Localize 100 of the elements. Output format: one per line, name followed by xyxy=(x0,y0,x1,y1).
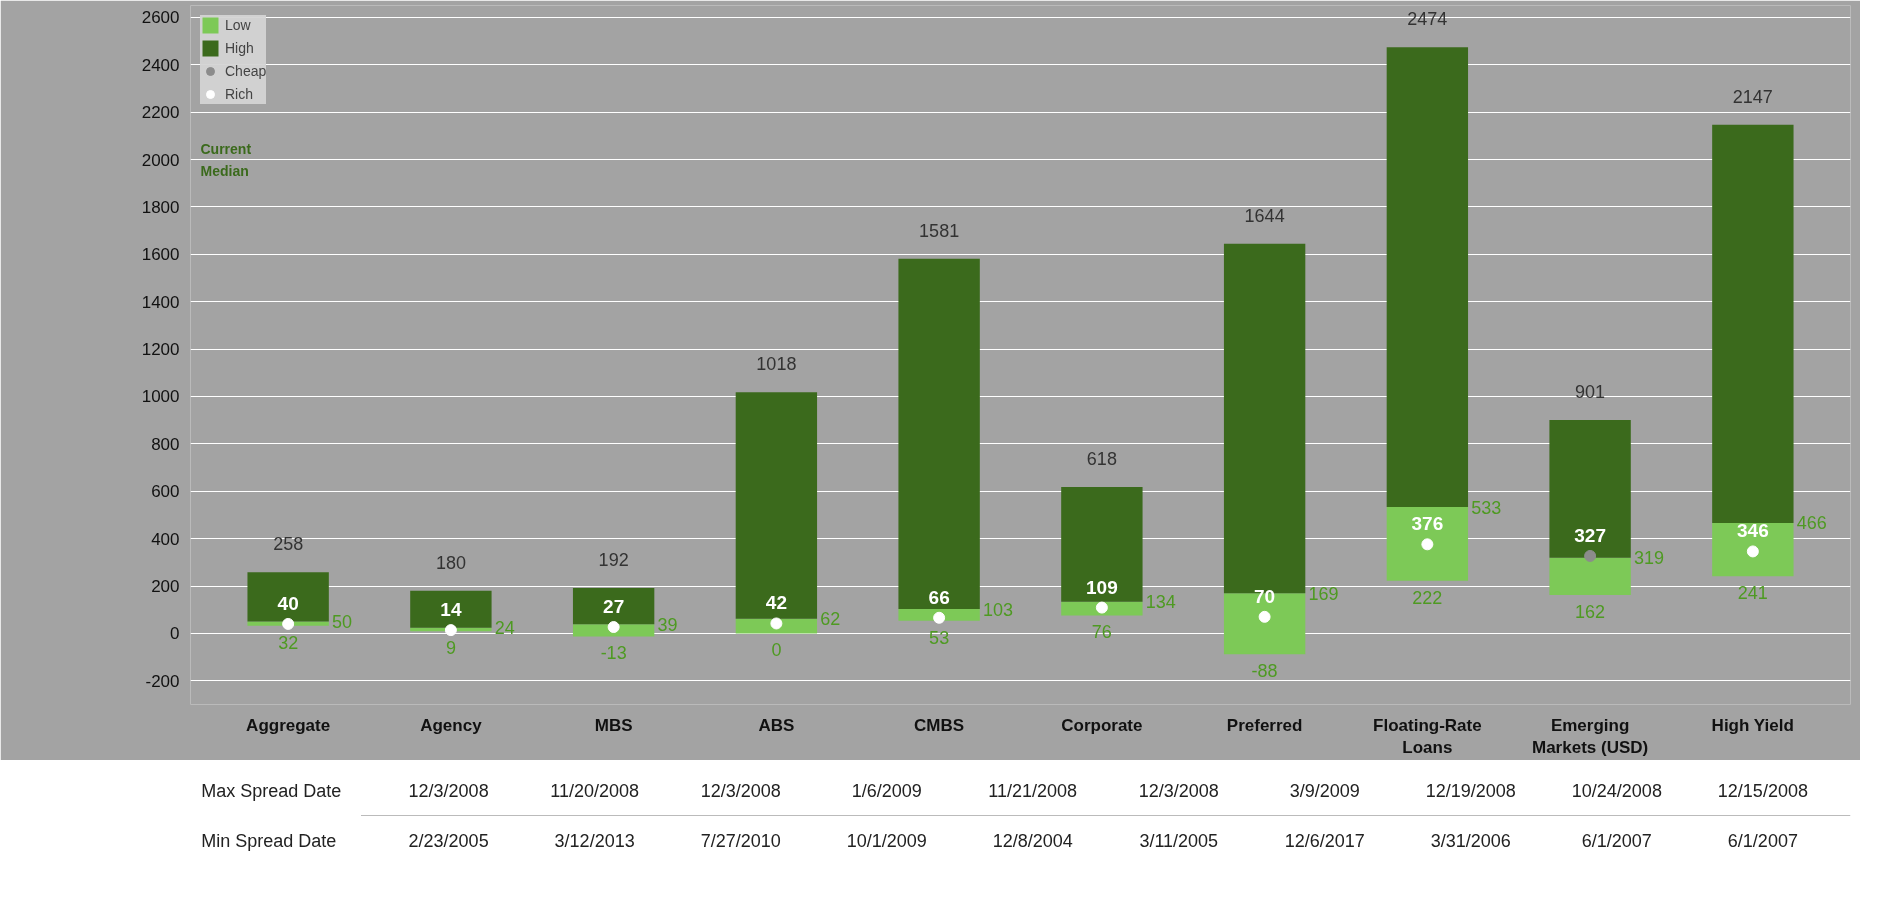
legend-label: Cheap xyxy=(225,63,267,79)
y-tick-label: 1000 xyxy=(141,387,180,407)
data-label: 14 xyxy=(440,599,462,621)
bar xyxy=(898,609,980,621)
point xyxy=(933,611,946,624)
bar xyxy=(1549,557,1631,596)
x-tick-label: Corporate xyxy=(1061,715,1143,735)
text: Min Spread Date xyxy=(201,830,337,851)
text: 12/19/2008 xyxy=(1425,780,1516,801)
data-label: 258 xyxy=(273,534,304,555)
bar xyxy=(1712,523,1794,577)
x-tick-label: MBS xyxy=(594,715,633,735)
y-tick-label: 0 xyxy=(170,624,180,644)
x-tick-label: Floating-Rate Loans xyxy=(1373,715,1482,758)
annotation: 241 xyxy=(1737,583,1768,604)
bar xyxy=(735,392,818,619)
x-tick-label: Aggregate xyxy=(246,715,331,735)
y-tick-label: 2000 xyxy=(141,150,180,170)
bar xyxy=(1712,124,1794,523)
text: 11/21/2008 xyxy=(988,780,1078,801)
data-label: 109 xyxy=(1086,576,1118,598)
annotation: 62 xyxy=(820,609,841,630)
annotation: 533 xyxy=(1471,497,1502,518)
bar xyxy=(1061,486,1143,602)
data-label: 376 xyxy=(1411,513,1444,535)
annotation: 103 xyxy=(983,599,1014,620)
bar xyxy=(898,258,980,610)
point xyxy=(444,624,457,637)
text: 12/3/2008 xyxy=(408,780,489,801)
text: 10/1/2009 xyxy=(846,830,927,851)
text: 6/1/2007 xyxy=(1581,830,1652,851)
text: Max Spread Date xyxy=(201,780,342,801)
annotation: 222 xyxy=(1412,587,1443,608)
point xyxy=(1746,545,1759,558)
text: 3/11/2005 xyxy=(1139,830,1219,851)
annotation: 162 xyxy=(1575,602,1606,623)
bar xyxy=(1549,419,1631,558)
text: 10/24/2008 xyxy=(1571,780,1662,801)
text: 3/31/2006 xyxy=(1430,830,1511,851)
bar xyxy=(410,590,492,628)
y-tick-label: 200 xyxy=(151,577,180,597)
data-label: 42 xyxy=(765,592,787,614)
bar xyxy=(247,572,329,622)
bar xyxy=(1386,47,1469,508)
annotation: 9 xyxy=(445,638,456,659)
text: 3/9/2009 xyxy=(1289,780,1360,801)
y-tick-label: 800 xyxy=(151,434,180,454)
annotation: Median xyxy=(200,162,249,179)
x-tick-label: CMBS xyxy=(914,715,965,735)
data-label: 1018 xyxy=(756,354,797,375)
point xyxy=(1095,601,1108,614)
text: 1/6/2009 xyxy=(851,780,922,801)
text: 3/12/2013 xyxy=(554,830,635,851)
data-label: 1581 xyxy=(919,220,960,241)
x-tick-label: Agency xyxy=(420,715,483,735)
y-tick-label: 600 xyxy=(151,482,180,502)
text: 12/6/2017 xyxy=(1284,830,1365,851)
data-label: 618 xyxy=(1086,448,1117,469)
legend-label: Rich xyxy=(225,86,254,102)
y-tick-label: -200 xyxy=(145,671,180,691)
y-tick-label: 400 xyxy=(151,529,180,549)
y-tick-label: 1600 xyxy=(141,245,180,265)
y-tick-label: 2200 xyxy=(141,103,180,123)
annotation: 39 xyxy=(657,614,678,635)
legend-label: Low xyxy=(225,17,251,33)
legend-label: High xyxy=(225,40,254,56)
bar xyxy=(1386,507,1469,581)
data-label: 192 xyxy=(598,549,629,570)
y-tick-label: 2400 xyxy=(141,55,180,75)
text: 12/3/2008 xyxy=(700,780,781,801)
point xyxy=(1584,549,1597,562)
point xyxy=(1421,538,1434,551)
annotation: 0 xyxy=(771,640,782,661)
x-tick-label: Preferred xyxy=(1226,715,1303,735)
data-label: 40 xyxy=(277,592,299,614)
text: 11/20/2008 xyxy=(550,780,640,801)
x-tick-label: ABS xyxy=(758,715,795,735)
y-tick-label: 2600 xyxy=(141,8,180,28)
bar xyxy=(572,587,655,625)
point xyxy=(607,621,620,634)
point xyxy=(1258,610,1271,623)
text: 12/8/2004 xyxy=(992,830,1073,851)
point xyxy=(282,617,295,630)
data-label: 1644 xyxy=(1244,205,1285,226)
annotation: -13 xyxy=(600,643,627,664)
data-label: 27 xyxy=(603,596,625,618)
annotation: 50 xyxy=(332,612,353,633)
text: 12/3/2008 xyxy=(1138,780,1219,801)
annotation: 134 xyxy=(1145,592,1176,613)
data-label: 327 xyxy=(1574,524,1606,546)
y-tick-label: 1200 xyxy=(141,340,180,360)
y-tick-label: 1400 xyxy=(141,292,180,312)
annotation: Current xyxy=(200,140,252,157)
annotation: 53 xyxy=(929,627,950,648)
annotation: 32 xyxy=(278,632,299,653)
annotation: 169 xyxy=(1308,583,1339,604)
text: 7/27/2010 xyxy=(700,830,781,851)
x-tick-label: Emerging Markets (USD) xyxy=(1532,715,1649,758)
text: 6/1/2007 xyxy=(1727,830,1798,851)
point xyxy=(770,617,783,630)
